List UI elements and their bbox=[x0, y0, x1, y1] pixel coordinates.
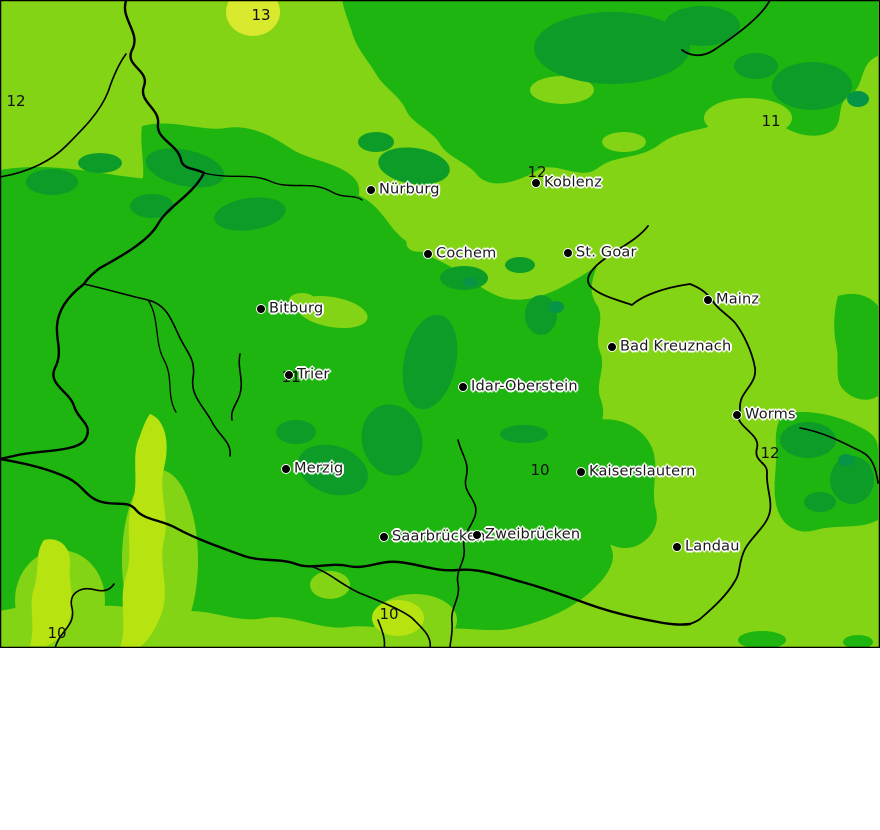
terrain-coldest-patches bbox=[463, 91, 869, 466]
temperature-value: 10 bbox=[47, 624, 67, 642]
city-dot bbox=[562, 247, 573, 258]
city-label: Kaiserslautern bbox=[589, 463, 696, 480]
weather-map: 131211121110121010 NürburgKoblenzCochemS… bbox=[0, 0, 880, 648]
temperature-value: 13 bbox=[251, 6, 271, 24]
city-label: Bad Kreuznach bbox=[620, 338, 732, 355]
city-label: Saarbrücken bbox=[392, 528, 486, 545]
terrain-cold-patches bbox=[26, 6, 874, 512]
terrain-warmest-patch bbox=[226, 0, 280, 36]
city-dot bbox=[422, 248, 433, 259]
temperature-value: 12 bbox=[760, 444, 780, 462]
city-dot bbox=[575, 466, 586, 477]
city-dot bbox=[378, 531, 389, 542]
city-label: Merzig bbox=[294, 460, 344, 477]
city-dot bbox=[530, 177, 541, 188]
map-graphic bbox=[0, 0, 880, 648]
city-label: Zweibrücken bbox=[485, 526, 581, 543]
city-label: Trier bbox=[297, 366, 330, 383]
temperature-value: 10 bbox=[530, 461, 550, 479]
city-label: Koblenz bbox=[544, 174, 603, 191]
city-dot bbox=[255, 303, 266, 314]
city-dot bbox=[702, 294, 713, 305]
city-label: Bitburg bbox=[269, 300, 324, 317]
city-label: Cochem bbox=[436, 245, 497, 262]
city-dot bbox=[283, 369, 294, 380]
city-dot bbox=[606, 341, 617, 352]
city-label: Worms bbox=[745, 406, 796, 423]
city-label: Idar-Oberstein bbox=[471, 378, 578, 395]
city-label: Nürburg bbox=[379, 181, 440, 198]
city-label: Landau bbox=[685, 538, 740, 555]
city-dot bbox=[365, 184, 376, 195]
map-borders bbox=[0, 0, 879, 648]
footer: Temperatur in 2m (in °C) Modell: ICON-D2… bbox=[0, 648, 880, 830]
city-dot bbox=[457, 381, 468, 392]
temperature-value: 12 bbox=[527, 163, 547, 181]
terrain-warm-patches bbox=[30, 414, 424, 648]
temperature-value: 12 bbox=[6, 92, 26, 110]
city-label: St. Goar bbox=[576, 244, 637, 261]
city-label: Mainz bbox=[716, 291, 760, 308]
city-dot bbox=[731, 409, 742, 420]
city-dot bbox=[471, 529, 482, 540]
city-dot bbox=[280, 463, 291, 474]
temperature-value: 10 bbox=[379, 605, 399, 623]
city-dot bbox=[671, 541, 682, 552]
temperature-value: 11 bbox=[761, 112, 781, 130]
